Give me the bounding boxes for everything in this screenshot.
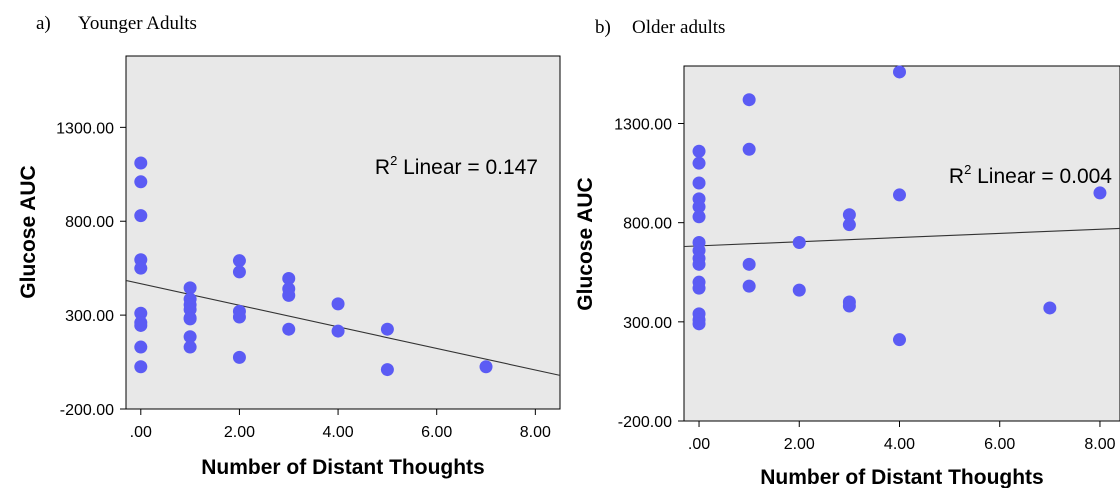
panel-a-x-tick-label: 6.00 — [421, 424, 452, 441]
panel-b-data-point — [742, 257, 756, 271]
panel-b-data-point — [692, 176, 706, 190]
panel-a-data-point — [134, 306, 148, 320]
panel-b-data-point — [692, 144, 706, 158]
panel-b-data-point — [892, 65, 906, 79]
panel-b-ticks: -200.00 300.00 800.00 1300.00 .00 2.00 4.00 6.0… — [614, 117, 1115, 453]
panel-a-data-point — [479, 360, 493, 374]
panel-a: a) Younger Adults -200.00 300.00 800.00 130… — [17, 13, 561, 479]
panel-b-points — [692, 65, 1107, 347]
panel-a-data-point — [134, 360, 148, 374]
panel-b-r2-label: R2 Linear = 0.004 — [949, 162, 1112, 188]
panel-a-x-tick-label: .00 — [130, 424, 152, 441]
panel-a-y-tick-label: -200.00 — [60, 402, 114, 419]
panel-a-data-point — [134, 340, 148, 354]
panel-a-data-point — [134, 261, 148, 275]
panel-a-ticks: -200.00 300.00 800.00 1300.00 .00 2.00 4.00 6.0… — [56, 120, 551, 441]
panel-a-x-axis-title: Number of Distant Thoughts — [201, 456, 484, 479]
panel-b-fit-line-group — [683, 227, 1120, 248]
panel-b-data-point — [742, 142, 756, 156]
panel-b-label: b) — [595, 17, 611, 38]
panel-b-data-point — [692, 257, 706, 271]
panel-a-data-point — [331, 324, 345, 338]
panel-b-fit-line — [683, 227, 1120, 248]
panel-a-y-tick-label: 800.00 — [65, 214, 114, 231]
panel-b-y-axis-title: Glucose AUC — [574, 177, 597, 310]
panel-a-x-tick-label: 8.00 — [520, 424, 551, 441]
panel-a-points — [134, 156, 493, 377]
panel-b-x-tick-label: 2.00 — [784, 436, 815, 453]
panel-b-data-point — [842, 218, 856, 232]
panel-a-data-point — [232, 254, 246, 268]
panel-b-data-point — [792, 283, 806, 297]
panel-a-y-tick-label: 1300.00 — [56, 120, 114, 137]
panel-b-x-tick-label: .00 — [688, 436, 710, 453]
panel-a-data-point — [183, 312, 197, 326]
panel-a-data-point — [380, 363, 394, 377]
panel-a-r2-label: R2 Linear = 0.147 — [375, 153, 538, 179]
panel-b-x-tick-label: 8.00 — [1084, 436, 1115, 453]
panel-a-data-point — [232, 265, 246, 279]
panel-b: b) Older adults -200.00 300.00 800.00 1300.… — [574, 17, 1120, 488]
panel-b-data-point — [792, 236, 806, 250]
panel-b-data-point — [742, 93, 756, 107]
panel-b-data-point — [892, 333, 906, 347]
panel-a-title: Younger Adults — [78, 13, 197, 34]
panel-a-plot-area — [125, 55, 561, 410]
panel-b-y-tick-label: 1300.00 — [614, 117, 672, 134]
panel-b-x-tick-label: 6.00 — [984, 436, 1015, 453]
panel-b-y-tick-label: 300.00 — [623, 315, 672, 332]
panel-a-x-tick-label: 4.00 — [322, 424, 353, 441]
panel-a-data-point — [232, 350, 246, 364]
panel-a-data-point — [380, 322, 394, 336]
panel-b-data-point — [692, 317, 706, 331]
panel-a-data-point — [134, 209, 148, 223]
panel-a-data-point — [134, 318, 148, 332]
panel-a-data-point — [134, 175, 148, 189]
panel-b-y-tick-label: 800.00 — [623, 216, 672, 233]
panel-a-data-point — [232, 310, 246, 324]
panel-b-data-point — [842, 208, 856, 222]
panel-a-data-point — [183, 330, 197, 344]
panel-a-data-point — [282, 288, 296, 302]
panel-b-data-point — [692, 281, 706, 295]
panel-b-data-point — [1043, 301, 1057, 315]
panel-b-data-point — [692, 156, 706, 170]
panel-b-data-point — [692, 210, 706, 224]
panel-b-x-tick-label: 4.00 — [884, 436, 915, 453]
panel-b-x-axis-title: Number of Distant Thoughts — [760, 466, 1043, 488]
panel-a-data-point — [183, 340, 197, 354]
panel-b-data-point — [842, 299, 856, 313]
panel-b-data-point — [892, 188, 906, 202]
panel-a-data-point — [183, 281, 197, 295]
panel-a-data-point — [134, 156, 148, 170]
panel-b-data-point — [692, 200, 706, 214]
panel-a-y-tick-label: 300.00 — [65, 308, 114, 325]
panel-a-label: a) — [36, 13, 51, 34]
panel-b-data-point — [1093, 186, 1107, 200]
panel-b-data-point — [742, 279, 756, 293]
panel-a-data-point — [282, 322, 296, 336]
panel-b-title: Older adults — [632, 17, 725, 38]
panel-a-y-axis-title: Glucose AUC — [17, 165, 40, 298]
panel-a-data-point — [331, 297, 345, 311]
panel-a-data-point — [282, 272, 296, 286]
panel-b-y-tick-label: -200.00 — [618, 414, 672, 431]
panel-a-x-tick-label: 2.00 — [224, 424, 255, 441]
